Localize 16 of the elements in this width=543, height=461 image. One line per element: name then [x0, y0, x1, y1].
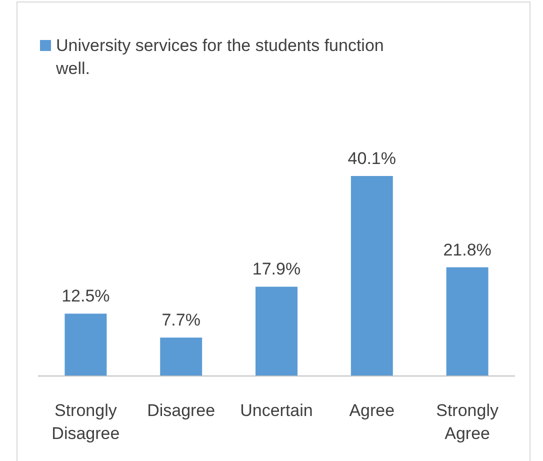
x-tick-label: Disagree: [147, 401, 216, 420]
data-label: 17.9%: [252, 260, 301, 279]
x-tick-label: Strongly Disagree: [52, 401, 120, 443]
data-label: 7.7%: [162, 310, 200, 330]
bar: [64, 314, 107, 376]
bar: [256, 286, 298, 376]
data-label: 21.8%: [443, 240, 492, 260]
bar: [350, 176, 393, 376]
data-label: 40.1%: [348, 149, 396, 168]
bar: [446, 267, 488, 376]
x-tick-label: Uncertain: [240, 401, 313, 420]
x-tick-label: Agree: [349, 401, 395, 420]
data-label: 12.5%: [62, 286, 110, 306]
bar: [160, 338, 202, 376]
x-tick-label: Strongly Agree: [436, 401, 499, 443]
legend-label: University services for the students function well.: [55, 36, 384, 78]
